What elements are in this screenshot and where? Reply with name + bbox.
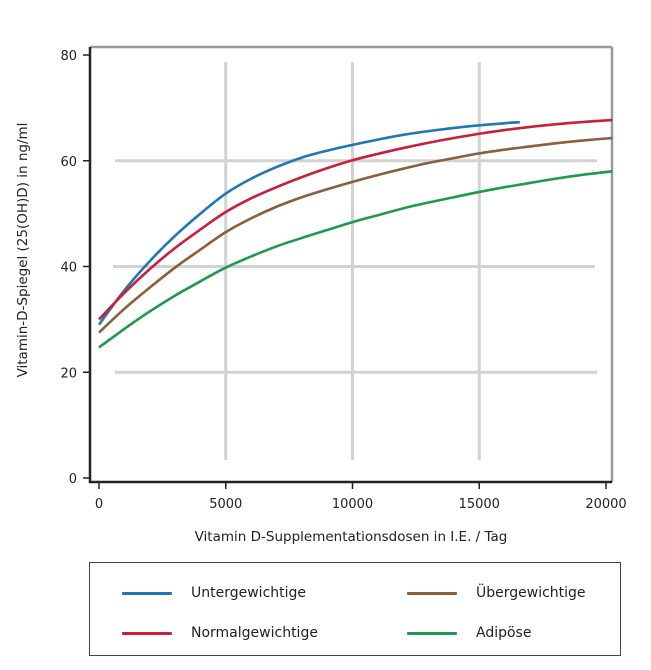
y-tick-label: 40 xyxy=(60,261,77,276)
y-tick-label: 60 xyxy=(60,155,77,170)
x-tick-label: 0 xyxy=(95,497,103,512)
line-chart: 0 20 40 60 80 0 5000 10000 15000 20000 Vitamin D… xyxy=(15,45,627,545)
grid-lines xyxy=(113,62,597,460)
y-tick-label: 0 xyxy=(69,472,77,487)
legend-label: Normalgewichtige xyxy=(191,625,318,641)
series-line-adipoese xyxy=(98,170,613,349)
y-axis-ticks: 0 20 40 60 80 xyxy=(60,49,90,487)
x-tick-label: 5000 xyxy=(209,497,242,512)
series-line-untergewichtige xyxy=(97,120,520,326)
legend-label: Übergewichtige xyxy=(476,585,586,601)
legend-item-normalgewichtige: Normalgewichtige xyxy=(122,625,318,641)
x-tick-label: 15000 xyxy=(459,497,500,512)
series-line-normalgewichtige xyxy=(98,118,613,321)
legend: Untergewichtige Normalgewichtige Übergew… xyxy=(89,562,621,656)
legend-swatch-red xyxy=(122,631,172,635)
legend-item-uebergewichtige: Übergewichtige xyxy=(407,585,586,601)
x-tick-label: 10000 xyxy=(332,497,373,512)
x-tick-label: 20000 xyxy=(585,497,626,512)
legend-label: Adipöse xyxy=(476,625,532,641)
x-axis-ticks: 0 5000 10000 15000 20000 xyxy=(95,482,627,512)
legend-item-adipoese: Adipöse xyxy=(407,625,531,641)
y-tick-label: 80 xyxy=(60,49,77,64)
series-line-uebergewichtige xyxy=(98,136,613,334)
y-tick-label: 20 xyxy=(60,366,77,381)
x-axis-title: Vitamin D-Supplementationsdosen in I.E. … xyxy=(195,529,508,545)
legend-label: Untergewichtige xyxy=(191,585,307,601)
legend-swatch-green xyxy=(407,631,457,635)
legend-swatch-blue xyxy=(122,591,172,595)
y-axis-title: Vitamin-D-Spiegel (25(OH)D) in ng/ml xyxy=(15,123,31,378)
legend-swatch-brown xyxy=(407,591,457,595)
legend-item-untergewichtige: Untergewichtige xyxy=(122,585,306,601)
series-lines xyxy=(97,118,613,349)
plot-frame xyxy=(88,45,614,484)
